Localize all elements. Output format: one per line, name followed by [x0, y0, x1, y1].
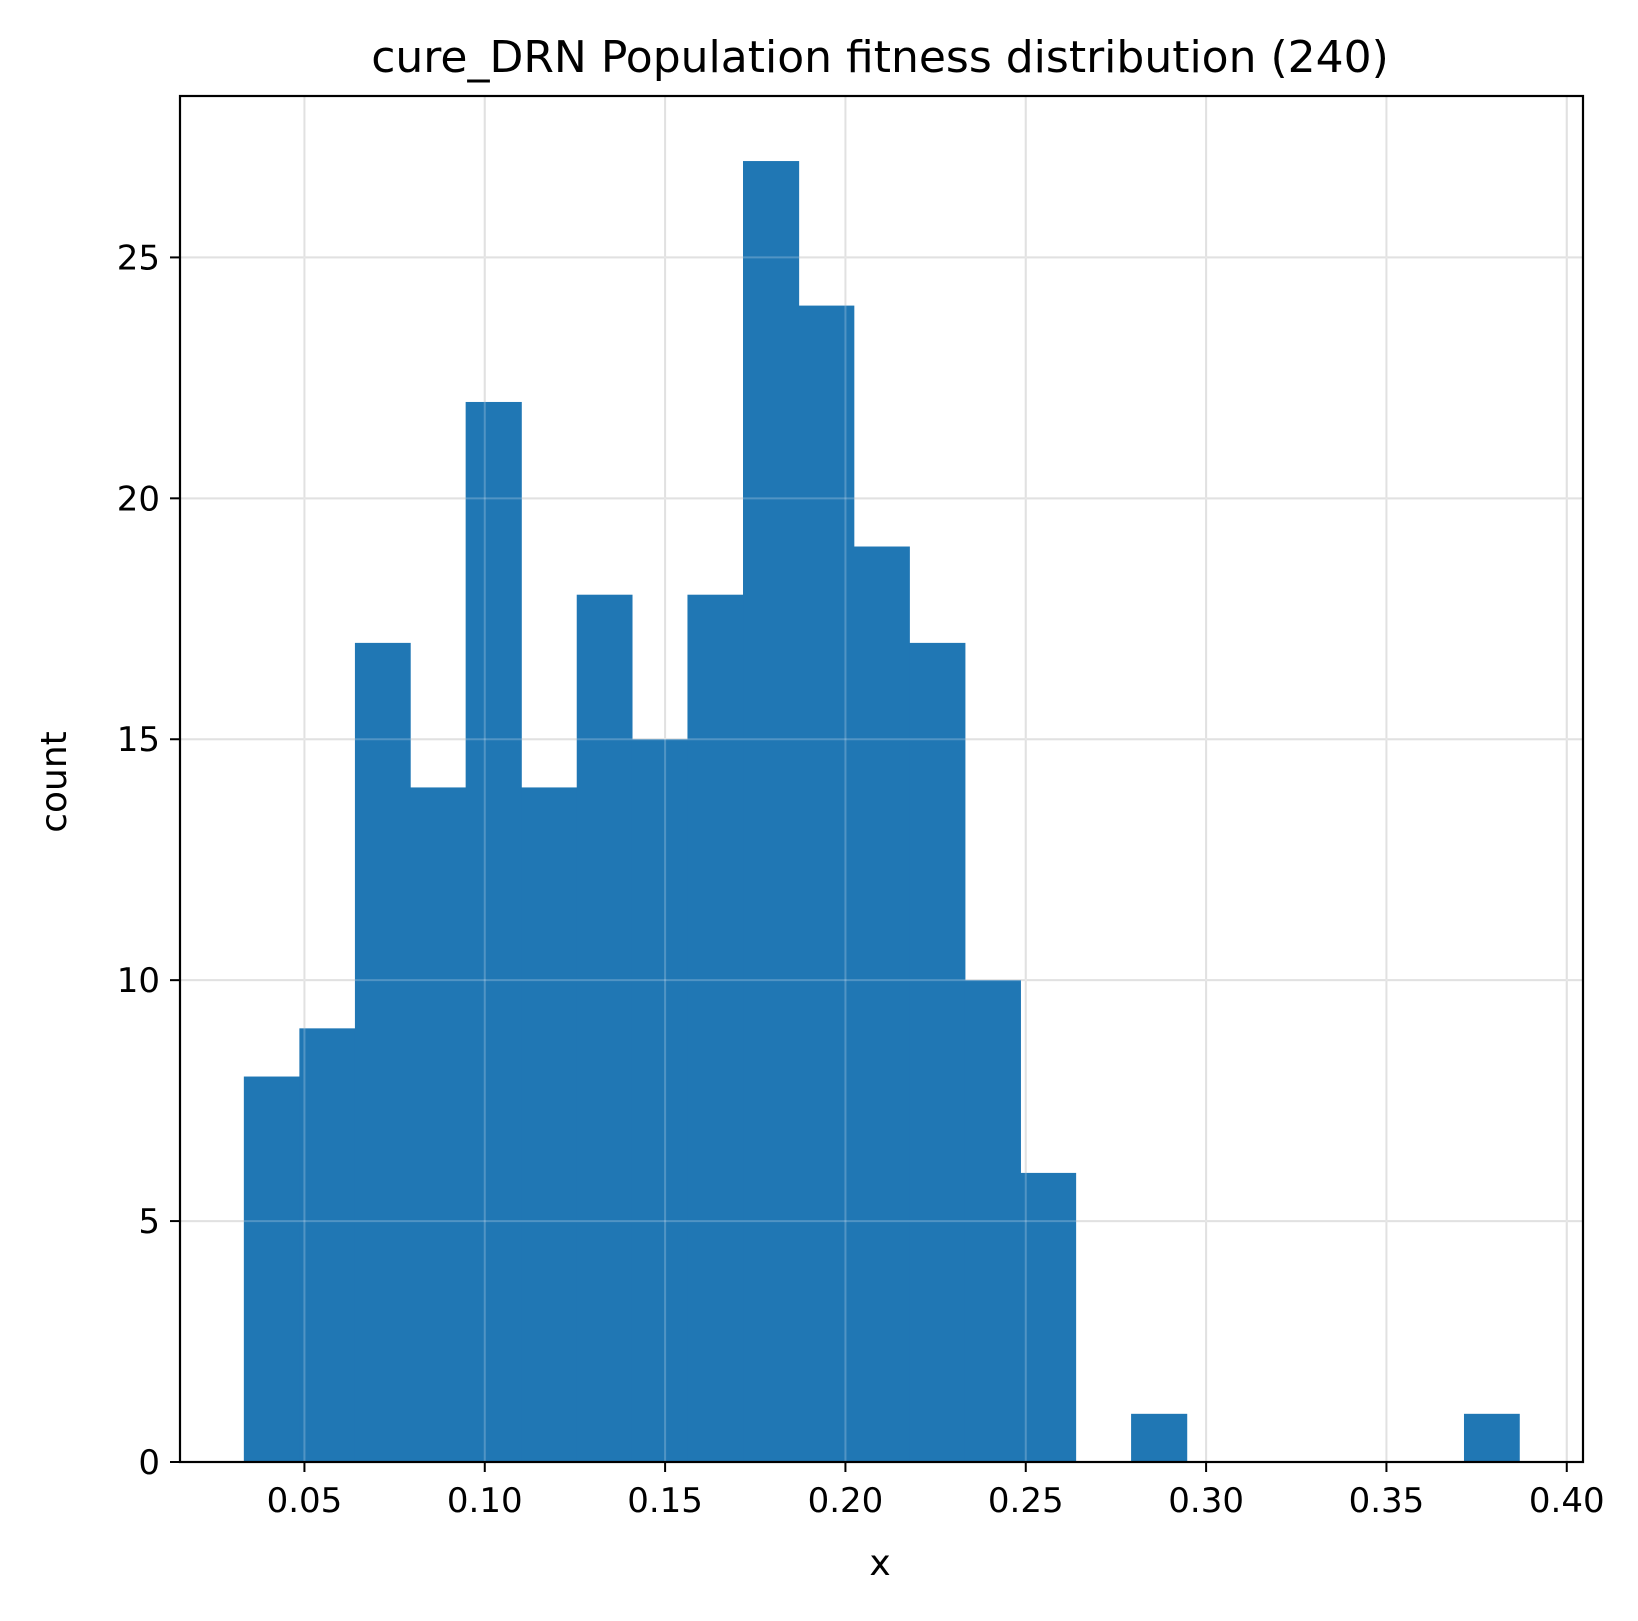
x-tick-label: 0.20 [808, 1481, 884, 1521]
x-tick-label: 0.40 [1529, 1481, 1605, 1521]
histogram-bar [465, 401, 522, 1462]
histogram-bar [521, 787, 578, 1462]
y-axis-label: count [34, 731, 75, 833]
histogram-bar [687, 594, 744, 1462]
axis-layer: 0.05 0.10 0.15 0.20 0.25 0.30 0.35 0.40 0 5 10 15 20… [117, 94, 1605, 1521]
histogram-bar [410, 787, 467, 1462]
histogram-bar [909, 642, 966, 1462]
bar-layer [243, 161, 1520, 1463]
x-tick-label: 0.30 [1168, 1481, 1244, 1521]
histogram-bar [1131, 1413, 1188, 1462]
histogram-bar [576, 594, 633, 1462]
histogram-bar [1463, 1413, 1520, 1462]
y-tick-label: 0 [138, 1443, 160, 1483]
x-axis-label: x [869, 1543, 890, 1584]
x-tick-label: 0.05 [267, 1481, 343, 1521]
y-tick-label: 5 [138, 1202, 160, 1242]
histogram-bar [798, 305, 855, 1462]
y-tick-label: 15 [117, 720, 160, 760]
histogram-bar [354, 642, 411, 1462]
chart-title: cure_DRN Population fitness distribution… [371, 32, 1389, 83]
x-tick-label: 0.35 [1349, 1481, 1425, 1521]
histogram-bar [1020, 1172, 1077, 1462]
x-tick-label: 0.25 [988, 1481, 1064, 1521]
plot-frame [178, 94, 1585, 1464]
histogram-bar [743, 161, 800, 1463]
histogram-bar [964, 980, 1021, 1462]
histogram-bar [853, 546, 910, 1462]
y-tick-label: 10 [117, 961, 160, 1001]
y-tick-label: 20 [117, 479, 160, 519]
y-tick-label: 25 [117, 238, 160, 278]
x-tick-label: 0.10 [447, 1481, 523, 1521]
histogram-bar [243, 1076, 300, 1462]
histogram-bar [299, 1028, 356, 1462]
x-tick-label: 0.15 [627, 1481, 703, 1521]
histogram-bar [631, 739, 689, 1462]
